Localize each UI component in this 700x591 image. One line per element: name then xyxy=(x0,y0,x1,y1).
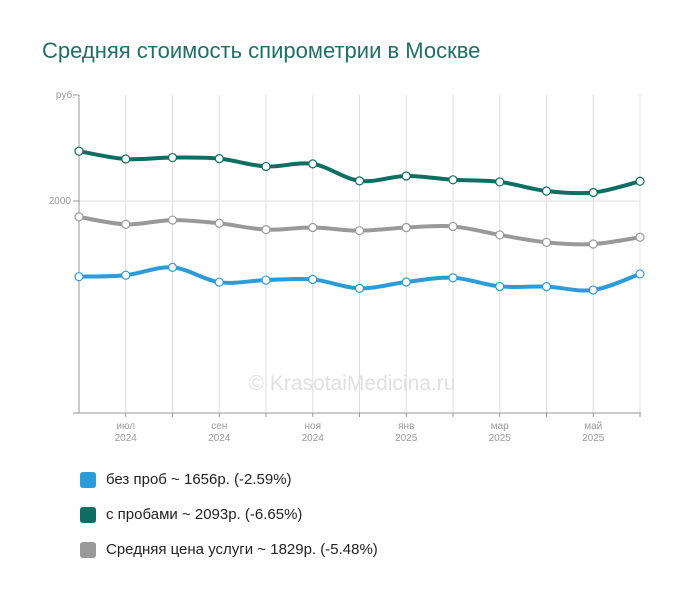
legend-label: без проб ~ 1656р. (-2.59%) xyxy=(106,471,292,488)
data-point-without xyxy=(167,262,178,272)
legend-swatch xyxy=(80,506,96,523)
data-point-without xyxy=(214,277,224,287)
y-axis-unit: руб. xyxy=(56,89,75,101)
data-point-without xyxy=(121,270,131,280)
data-point-avg xyxy=(635,232,645,242)
legend-item-with[interactable]: с пробами ~ 2093р. (-6.65%) xyxy=(80,497,378,532)
data-point-avg xyxy=(121,219,131,229)
data-point-avg xyxy=(495,230,505,240)
data-point-with xyxy=(401,171,411,181)
data-point-with xyxy=(448,175,458,185)
legend-label: Средняя цена услуги ~ 1829р. (-5.48%) xyxy=(106,541,378,558)
data-point-with xyxy=(308,159,318,169)
x-tick-label-month: июл xyxy=(116,421,135,432)
data-point-without xyxy=(448,273,458,283)
data-point-avg xyxy=(214,218,224,228)
data-point-without xyxy=(261,275,271,285)
x-tick-label-year: 2025 xyxy=(395,433,418,444)
data-point-avg xyxy=(588,239,598,249)
data-point-with xyxy=(541,186,552,196)
data-point-avg xyxy=(261,225,271,235)
data-point-avg xyxy=(401,222,411,233)
data-point-avg xyxy=(308,222,318,233)
x-tick-label-year: 2024 xyxy=(302,433,325,444)
data-point-with xyxy=(261,161,271,172)
data-point-avg xyxy=(541,237,552,247)
legend-label: с пробами ~ 2093р. (-6.65%) xyxy=(106,506,303,523)
data-point-avg xyxy=(448,221,458,232)
x-tick-label-month: сен xyxy=(211,421,227,432)
legend-swatch xyxy=(80,541,96,558)
data-point-avg xyxy=(167,215,178,225)
x-tick-label-month: ноя xyxy=(305,421,322,432)
legend-swatch xyxy=(80,471,96,488)
data-point-with xyxy=(635,176,645,186)
data-point-with xyxy=(74,146,84,156)
data-point-with xyxy=(495,177,505,187)
legend-item-avg[interactable]: Средняя цена услуги ~ 1829р. (-5.48%) xyxy=(80,532,378,567)
legend-item-without[interactable]: без проб ~ 1656р. (-2.59%) xyxy=(80,462,378,497)
x-tick-label-year: 2025 xyxy=(489,433,512,444)
data-point-without xyxy=(401,277,411,287)
data-point-without xyxy=(588,285,598,295)
data-point-avg xyxy=(74,212,84,222)
data-point-without xyxy=(635,269,645,279)
data-point-without xyxy=(308,274,318,285)
x-tick-label-month: янв xyxy=(398,421,414,432)
data-point-without xyxy=(495,281,505,292)
x-tick-label-year: 2024 xyxy=(208,433,231,444)
data-point-without xyxy=(354,283,365,293)
x-tick-label-year: 2025 xyxy=(582,433,605,444)
data-point-avg xyxy=(354,226,365,236)
data-point-with xyxy=(121,154,131,164)
x-tick-label-month: май xyxy=(584,421,602,432)
data-point-with xyxy=(588,187,598,198)
data-point-with xyxy=(354,176,365,186)
chart-legend: без проб ~ 1656р. (-2.59%) с пробами ~ 20… xyxy=(80,462,378,567)
data-point-with xyxy=(214,154,224,164)
data-point-with xyxy=(167,152,178,163)
x-tick-label-year: 2024 xyxy=(115,433,138,444)
data-point-without xyxy=(74,272,84,282)
x-tick-label-month: мар xyxy=(491,421,509,432)
chart-title: Средняя стоимость спирометрии в Москве xyxy=(42,38,481,63)
data-point-without xyxy=(541,282,552,292)
watermark: © KrasotaiMedicina.ru xyxy=(249,372,456,395)
y-tick-label: 2000 xyxy=(49,196,72,207)
